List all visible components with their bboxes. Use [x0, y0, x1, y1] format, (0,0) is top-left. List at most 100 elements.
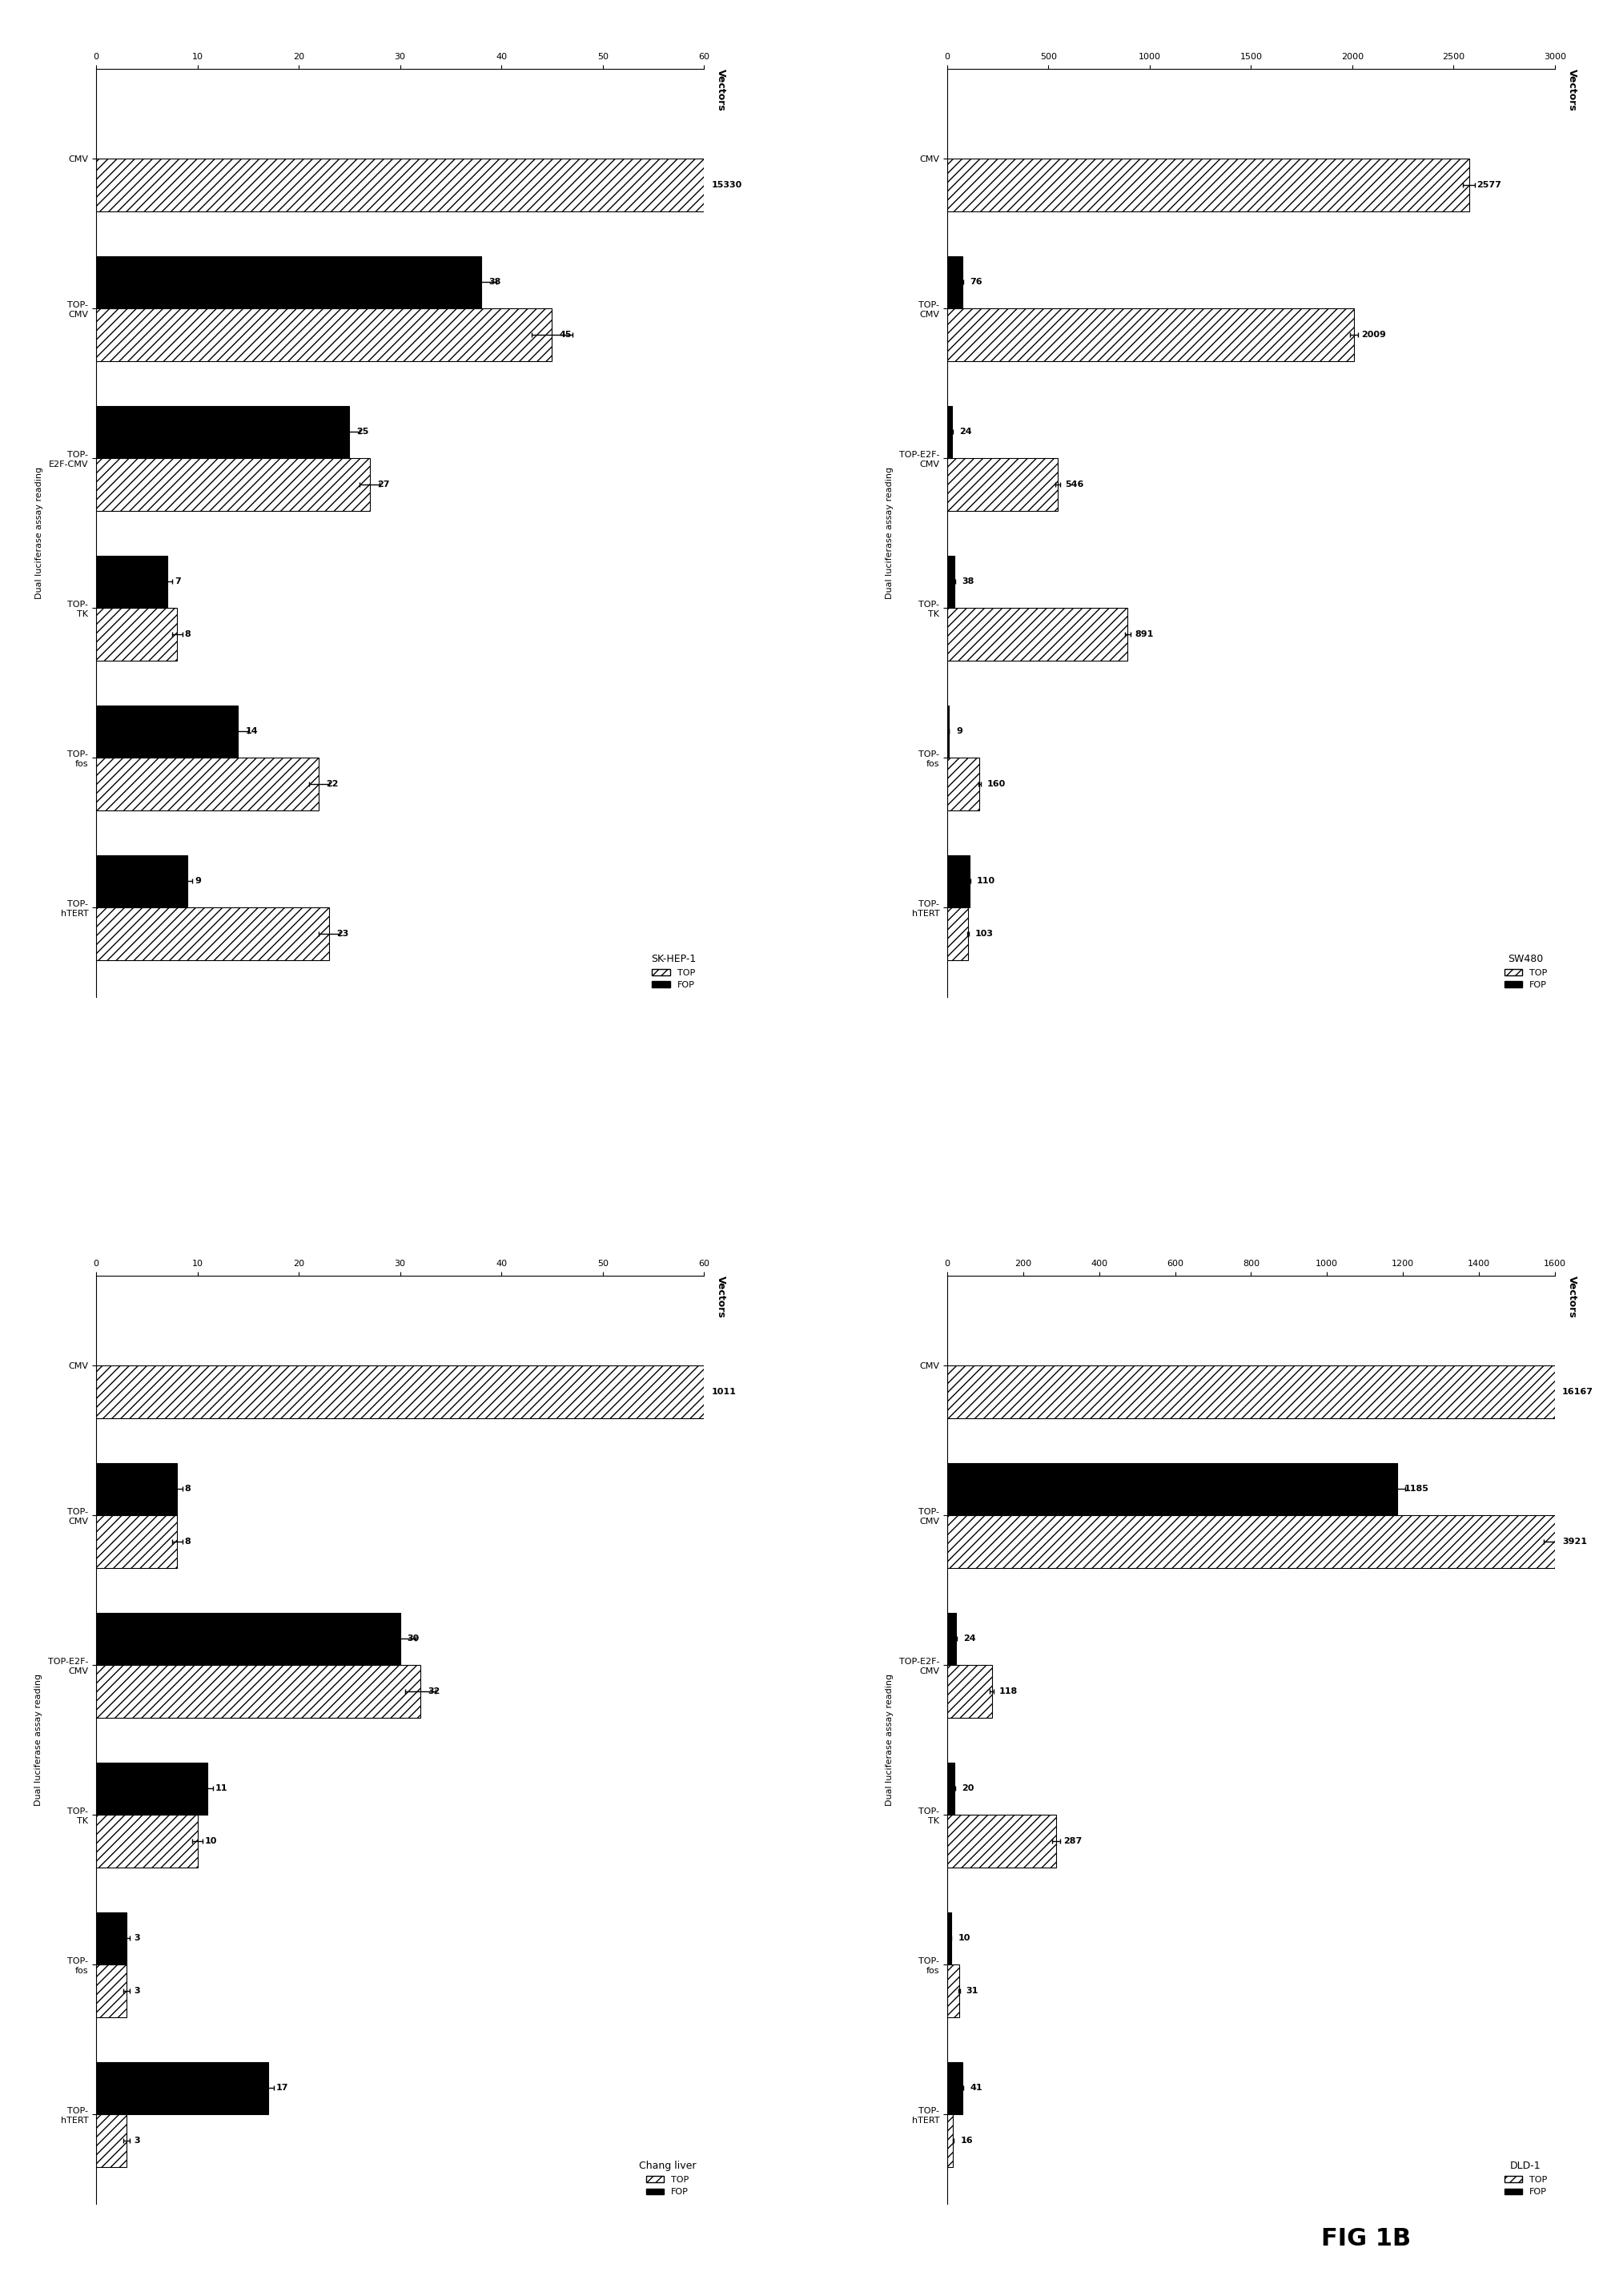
Text: 8: 8 — [184, 1538, 191, 1545]
Text: 3: 3 — [135, 1986, 139, 1995]
Text: 22: 22 — [327, 781, 338, 788]
Bar — [947, 406, 952, 459]
Text: FIG 1B: FIG 1B — [1321, 2227, 1411, 2250]
Bar — [96, 257, 481, 308]
Legend: TOP, FOP: TOP, FOP — [648, 951, 699, 992]
Text: 110: 110 — [976, 877, 995, 886]
Text: 2577: 2577 — [1476, 181, 1502, 188]
Bar — [96, 1965, 127, 2016]
Text: 9: 9 — [957, 728, 962, 735]
Bar — [947, 257, 962, 308]
Bar — [96, 608, 178, 661]
Text: 38: 38 — [489, 278, 500, 287]
Bar — [96, 1366, 704, 1419]
Bar — [96, 1463, 178, 1515]
Bar — [947, 2115, 954, 2167]
Text: 8: 8 — [184, 629, 191, 638]
Text: 8: 8 — [184, 1486, 191, 1492]
Text: 23: 23 — [337, 930, 349, 937]
Text: 7: 7 — [175, 579, 181, 585]
Bar — [96, 1814, 197, 1867]
Bar — [96, 1515, 178, 1568]
Text: 76: 76 — [970, 278, 983, 287]
Y-axis label: Dual luciferase assay reading: Dual luciferase assay reading — [885, 466, 893, 599]
Text: 15330: 15330 — [712, 181, 742, 188]
Text: 118: 118 — [999, 1688, 1018, 1694]
Text: Vectors: Vectors — [717, 69, 726, 110]
Text: 16167: 16167 — [1563, 1387, 1593, 1396]
Bar — [947, 308, 1355, 360]
Text: 103: 103 — [975, 930, 994, 937]
Text: 9: 9 — [194, 877, 200, 886]
Bar — [96, 758, 319, 810]
Bar — [96, 2062, 268, 2115]
Bar — [96, 158, 704, 211]
Text: 10: 10 — [205, 1837, 216, 1846]
Text: 25: 25 — [357, 427, 369, 436]
Bar — [96, 854, 188, 907]
Text: 10: 10 — [959, 1933, 970, 1942]
Text: 1185: 1185 — [1404, 1486, 1430, 1492]
Text: 3: 3 — [135, 1933, 139, 1942]
Bar — [947, 459, 1058, 510]
Bar — [947, 907, 968, 960]
Y-axis label: Dual luciferase assay reading: Dual luciferase assay reading — [35, 466, 43, 599]
Text: 287: 287 — [1063, 1837, 1082, 1846]
Bar — [947, 608, 1127, 661]
Bar — [947, 1612, 957, 1665]
Bar — [947, 758, 979, 810]
Bar — [947, 2062, 963, 2115]
Text: 38: 38 — [962, 579, 975, 585]
Bar — [947, 705, 949, 758]
Text: 31: 31 — [967, 1986, 978, 1995]
Bar — [96, 308, 551, 360]
Y-axis label: Dual luciferase assay reading: Dual luciferase assay reading — [34, 1674, 42, 1807]
Bar — [947, 556, 955, 608]
Text: 41: 41 — [970, 2085, 983, 2092]
Bar — [96, 907, 329, 960]
Bar — [96, 1612, 401, 1665]
Legend: TOP, FOP: TOP, FOP — [1500, 951, 1550, 992]
Text: 3: 3 — [135, 2138, 139, 2144]
Text: 14: 14 — [245, 728, 258, 735]
Text: 20: 20 — [962, 1784, 975, 1793]
Text: 160: 160 — [987, 781, 1005, 788]
Bar — [947, 1515, 1555, 1568]
Text: 16: 16 — [960, 2138, 973, 2144]
Text: 32: 32 — [428, 1688, 439, 1694]
Bar — [96, 459, 370, 510]
Bar — [947, 1814, 1056, 1867]
Text: Vectors: Vectors — [717, 1277, 726, 1318]
Bar — [96, 705, 237, 758]
Bar — [947, 1366, 1555, 1419]
Text: 24: 24 — [959, 427, 971, 436]
Bar — [947, 1665, 992, 1717]
Legend: TOP, FOP: TOP, FOP — [1500, 2158, 1550, 2200]
Bar — [96, 1665, 420, 1717]
Text: 24: 24 — [963, 1635, 976, 1644]
Text: 45: 45 — [559, 331, 572, 340]
Text: 11: 11 — [215, 1784, 228, 1793]
Bar — [96, 406, 349, 459]
Text: 3921: 3921 — [1563, 1538, 1587, 1545]
Bar — [947, 1763, 955, 1814]
Bar — [96, 1913, 127, 1965]
Text: 1011: 1011 — [712, 1387, 736, 1396]
Text: 891: 891 — [1135, 629, 1154, 638]
Legend: TOP, FOP: TOP, FOP — [635, 2158, 699, 2200]
Text: Vectors: Vectors — [1568, 1277, 1577, 1318]
Bar — [947, 854, 970, 907]
Bar — [947, 1913, 951, 1965]
Bar — [947, 1463, 1398, 1515]
Text: 2009: 2009 — [1361, 331, 1387, 340]
Text: 546: 546 — [1064, 480, 1084, 489]
Bar — [96, 556, 167, 608]
Text: 27: 27 — [377, 480, 390, 489]
Text: 17: 17 — [276, 2085, 289, 2092]
Text: 30: 30 — [407, 1635, 420, 1644]
Text: Vectors: Vectors — [1568, 69, 1577, 110]
Bar — [96, 1763, 208, 1814]
Bar — [96, 2115, 127, 2167]
Bar — [947, 158, 1470, 211]
Bar — [947, 1965, 959, 2016]
